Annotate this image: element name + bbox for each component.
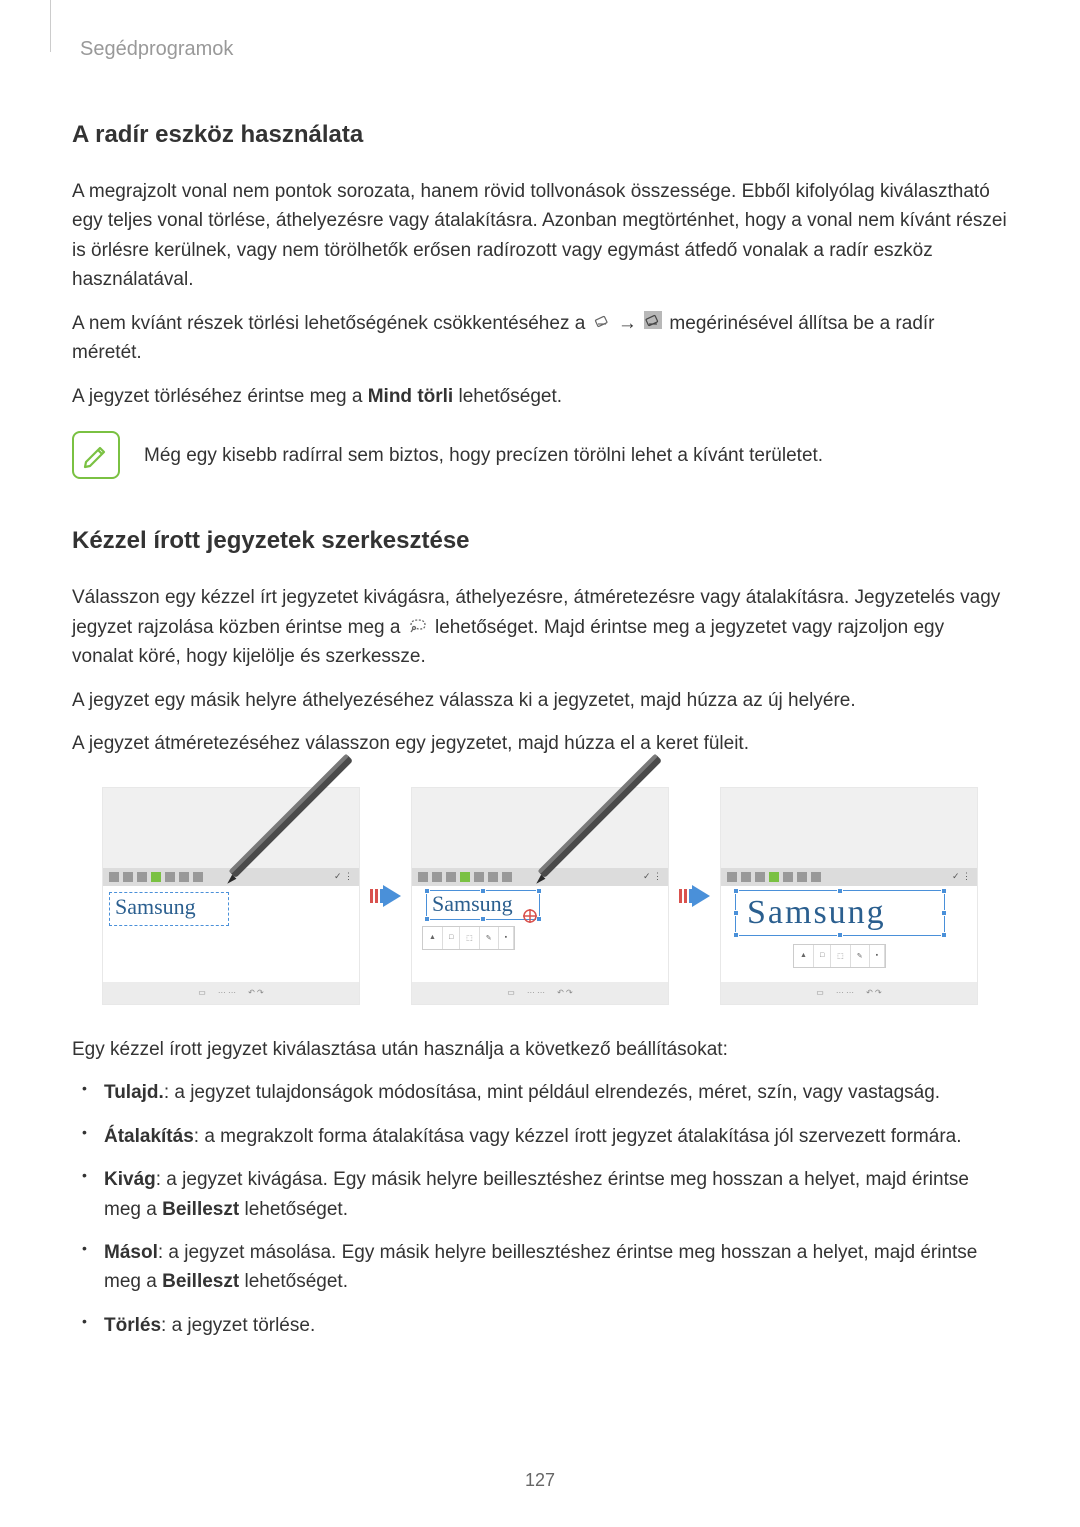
option-masol-desc2: lehetőséget. [239, 1271, 348, 1292]
option-kivag: Kivág: a jegyzet kivágása. Egy másik hel… [100, 1165, 1008, 1224]
panel2-stylus [522, 738, 662, 878]
section1-title: A radír eszköz használata [72, 121, 1008, 149]
page-number: 127 [0, 1470, 1080, 1491]
eraser-icon [593, 309, 611, 338]
option-masol: Másol: a jegyzet másolása. Egy másik hel… [100, 1238, 1008, 1297]
note-text: Még egy kisebb radírral sem biztos, hogy… [144, 441, 823, 470]
note-callout: Még egy kisebb radírral sem biztos, hogy… [72, 431, 1008, 479]
eraser-size-icon [644, 309, 662, 338]
option-torles: Törlés: a jegyzet törlése. [100, 1311, 1008, 1340]
panel1-stylus [213, 738, 353, 878]
option-atalakitas-label: Átalakítás [104, 1126, 194, 1147]
panel3-handwriting: Samsung [747, 894, 886, 932]
panel2-move-cursor [522, 908, 538, 924]
lasso-select-icon [408, 613, 428, 642]
option-torles-desc: : a jegyzet törlése. [161, 1315, 315, 1336]
pencil-note-icon [72, 431, 120, 479]
panel1-bottombar: ▭··· ···↶ ↷ [103, 982, 359, 1004]
option-masol-bold2: Beilleszt [162, 1271, 239, 1292]
panel1-handwriting: Samsung [115, 894, 196, 920]
option-tulajd-label: Tulajd. [104, 1082, 164, 1103]
panel3-bottombar: ▭··· ···↶ ↷ [721, 982, 977, 1004]
page-header-breadcrumb: Segédprogramok [72, 38, 1008, 61]
panel2-bottombar: ▭··· ···↶ ↷ [412, 982, 668, 1004]
option-kivag-bold2: Beilleszt [162, 1199, 239, 1220]
option-atalakitas: Átalakítás: a megrakzolt forma átalakítá… [100, 1122, 1008, 1151]
option-masol-label: Másol [104, 1242, 158, 1263]
options-intro: Egy kézzel írott jegyzet kiválasztása ut… [72, 1035, 1008, 1064]
section1-paragraph1: A megrajzolt vonal nem pontok sorozata, … [72, 177, 1008, 295]
section1-p3-b: lehetőséget. [453, 386, 562, 407]
page-border [50, 0, 51, 52]
panel3-canvas: Samsung ▲□⬚✎▪ [721, 886, 977, 982]
arrow-1 [370, 885, 401, 907]
section1-paragraph2: A nem kvíánt részek törlési lehetőségéne… [72, 309, 1008, 368]
option-torles-label: Törlés [104, 1315, 161, 1336]
panel2-canvas: Samsung ▲□⬚✎▪ [412, 886, 668, 982]
panel3-edit-toolbar: ▲□⬚✎▪ [793, 944, 886, 968]
panel3-toolbar: ✓ ⋮ [721, 868, 977, 886]
section2-paragraph1: Válasszon egy kézzel írt jegyzetet kivág… [72, 583, 1008, 672]
option-kivag-label: Kivág [104, 1169, 156, 1190]
figure-panel-2: ✓ ⋮ Samsung ▲□⬚✎▪ ▭··· ···↶ ↷ [411, 787, 669, 1005]
figure-panel-3: ✓ ⋮ Samsung ▲□⬚✎▪ ▭··· ···↶ ↷ [720, 787, 978, 1005]
option-atalakitas-desc: : a megrakzolt forma átalakítása vagy ké… [194, 1126, 962, 1147]
section1-p2-part-a: A nem kvíánt részek törlési lehetőségéne… [72, 313, 591, 334]
panel2-edit-toolbar: ▲□⬚✎▪ [422, 926, 515, 950]
panel1-canvas: Samsung [103, 886, 359, 982]
panel2-handwriting: Samsung [432, 891, 513, 917]
section1-paragraph3: A jegyzet törléséhez érintse meg a Mind … [72, 382, 1008, 411]
section2-paragraph2: A jegyzet egy másik helyre áthelyezéséhe… [72, 686, 1008, 715]
option-tulajd: Tulajd.: a jegyzet tulajdonságok módosít… [100, 1078, 1008, 1107]
figure-panel-1: ✓ ⋮ Samsung ▭··· ···↶ ↷ [102, 787, 360, 1005]
section1-p3-a: A jegyzet törléséhez érintse meg a [72, 386, 368, 407]
option-tulajd-desc: : a jegyzet tulajdonságok módosítása, mi… [164, 1082, 940, 1103]
figure-sequence: ✓ ⋮ Samsung ▭··· ···↶ ↷ ✓ ⋮ [72, 787, 1008, 1005]
section1-p2-arrow: → [618, 313, 642, 334]
panel3-check-icon: ✓ ⋮ [952, 871, 971, 882]
option-kivag-desc2: lehetőséget. [239, 1199, 348, 1220]
options-list: Tulajd.: a jegyzet tulajdonságok módosít… [72, 1078, 1008, 1340]
section2-title: Kézzel írott jegyzetek szerkesztése [72, 527, 1008, 555]
arrow-2 [679, 885, 710, 907]
section1-p3-bold: Mind törli [368, 386, 453, 407]
